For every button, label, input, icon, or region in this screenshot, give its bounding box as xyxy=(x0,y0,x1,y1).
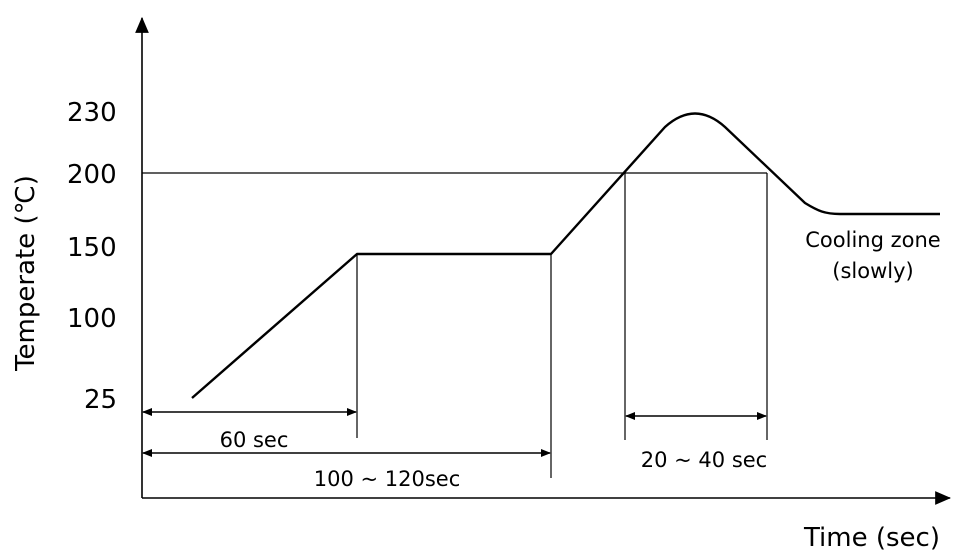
label-20-40-sec: 20 ~ 40 sec xyxy=(641,448,767,472)
y-tick-label-200: 200 xyxy=(67,160,117,190)
label-100-120-sec: 100 ~ 120sec xyxy=(314,467,461,491)
temperature-profile-curve xyxy=(191,112,940,399)
label-cooling-slowly: (slowly) xyxy=(832,259,913,283)
y-tick-label-100: 100 xyxy=(67,304,117,334)
y-axis-title: Temperate (℃) xyxy=(11,175,41,372)
y-tick-label-230: 230 xyxy=(67,98,117,128)
label-cooling-zone: Cooling zone xyxy=(805,228,940,252)
label-60-sec: 60 sec xyxy=(220,428,289,452)
x-axis-title: Time (sec) xyxy=(803,523,940,553)
y-tick-label-25: 25 xyxy=(84,385,117,415)
y-tick-label-150: 150 xyxy=(67,233,117,263)
